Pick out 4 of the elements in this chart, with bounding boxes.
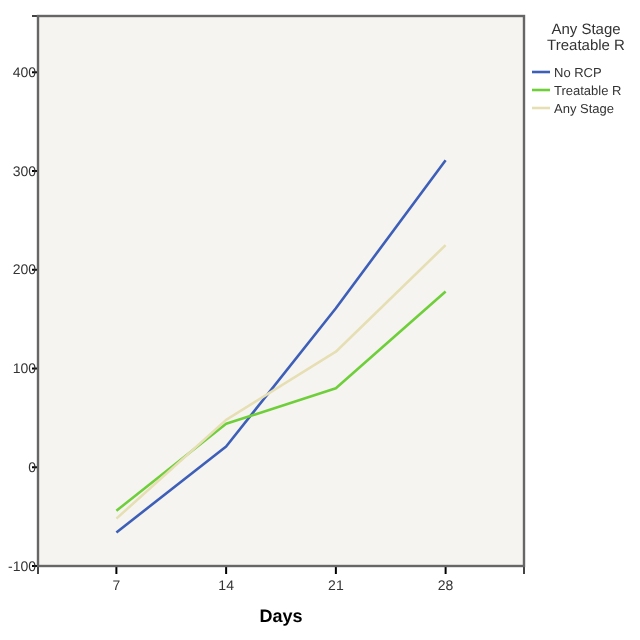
line-series: [115, 158, 447, 534]
line-series: [115, 290, 447, 512]
x-axis-title: Days: [259, 606, 303, 626]
line-series: [115, 243, 447, 520]
